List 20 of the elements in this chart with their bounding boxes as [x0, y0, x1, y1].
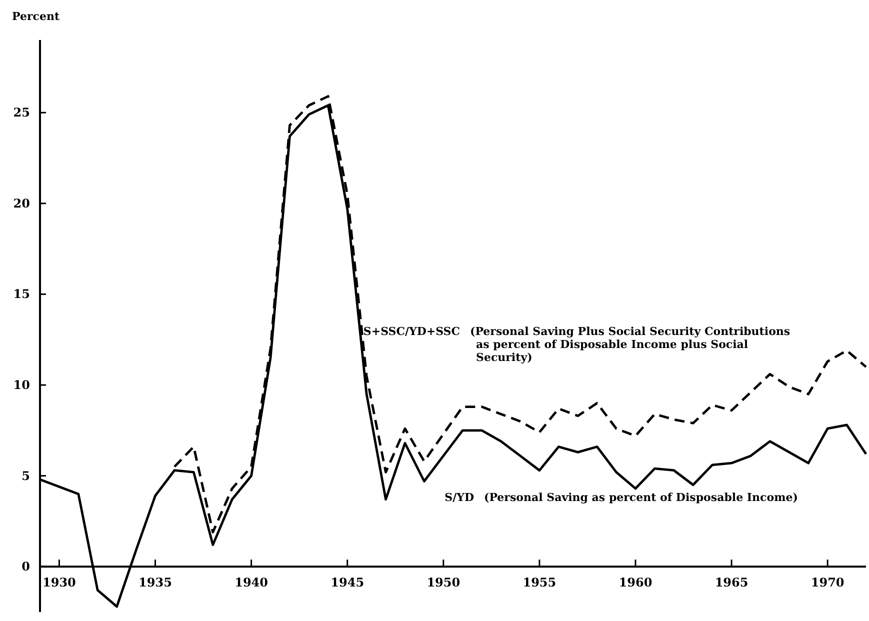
- y-tick-label: 10: [13, 378, 30, 392]
- y-tick-label: 0: [22, 560, 30, 574]
- x-tick-label: 1970: [810, 576, 844, 590]
- y-tick-label: 25: [13, 106, 30, 120]
- x-tick-label: 1930: [42, 576, 76, 590]
- annotation: (Personal Saving as percent of Disposable Income): [484, 491, 798, 504]
- y-tick-label: 5: [22, 468, 30, 483]
- x-tick-label: 1955: [522, 576, 556, 590]
- text: S/YD: [444, 491, 474, 504]
- x-tick-label: 1965: [714, 576, 748, 590]
- y-tick-label: 15: [13, 287, 30, 302]
- x-tick-label: 1950: [426, 576, 460, 590]
- x-tick-label: 1935: [138, 576, 172, 590]
- x-tick-label: 1945: [330, 576, 364, 590]
- annotation: (Personal Saving Plus Social Security Contributions as percent of Disposable Income plus Social Security): [470, 325, 790, 364]
- series-label: S+SSC/YD+SSC: [363, 325, 460, 338]
- y-tick-label: 20: [13, 196, 30, 210]
- x-tick-label: 1960: [618, 576, 652, 590]
- x-tick-label: 1940: [234, 576, 268, 590]
- y-axis-title: Percent: [12, 10, 60, 23]
